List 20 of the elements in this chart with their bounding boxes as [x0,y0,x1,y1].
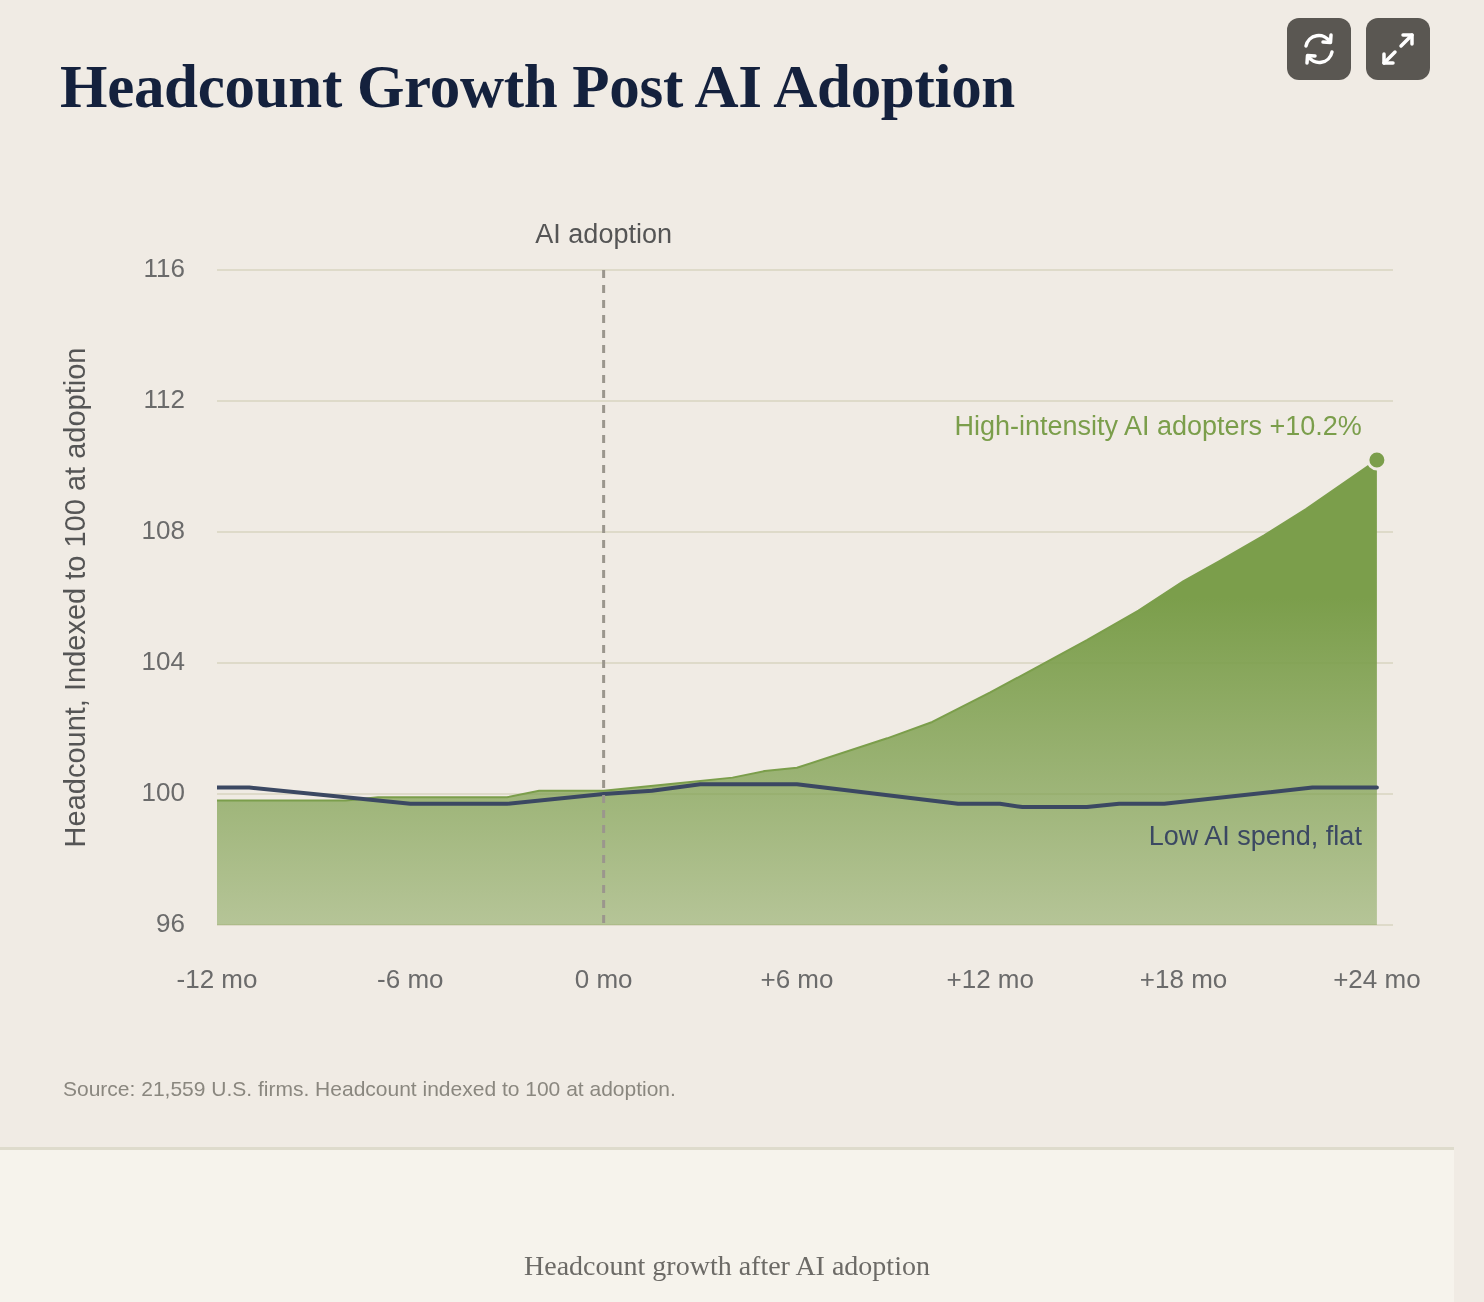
source-note: Source: 21,559 U.S. firms. Headcount indexed to 100 at adoption. [63,1077,676,1101]
x-tick-label: +18 mo [1139,963,1228,994]
y-tick-label: 108 [141,515,185,546]
x-tick-label: +6 mo [760,963,834,994]
y-tick-label: 116 [143,253,185,284]
y-tick-label: 100 [141,777,185,808]
series-label: High-intensity AI adopters +10.2% [954,411,1362,442]
y-tick-label: 104 [141,646,185,677]
x-tick-label: -12 mo [176,963,258,994]
y-tick-label: 96 [156,908,185,939]
ref-line-label: AI adoption [535,219,672,250]
y-tick-label: 112 [143,384,185,415]
y-axis-title: Headcount, Indexed to 100 at adoption [59,347,92,848]
x-tick-label: 0 mo [574,963,633,994]
text: Headcount growth after AI adoption [523,1250,931,1282]
x-tick-label: +24 mo [1333,963,1421,994]
x-tick-label: +12 mo [946,963,1034,994]
chart-title: Headcount Growth Post AI Adoption [60,52,1015,122]
x-tick-label: -6 mo [377,963,444,994]
series-label: Low AI spend, flat [1148,820,1363,851]
